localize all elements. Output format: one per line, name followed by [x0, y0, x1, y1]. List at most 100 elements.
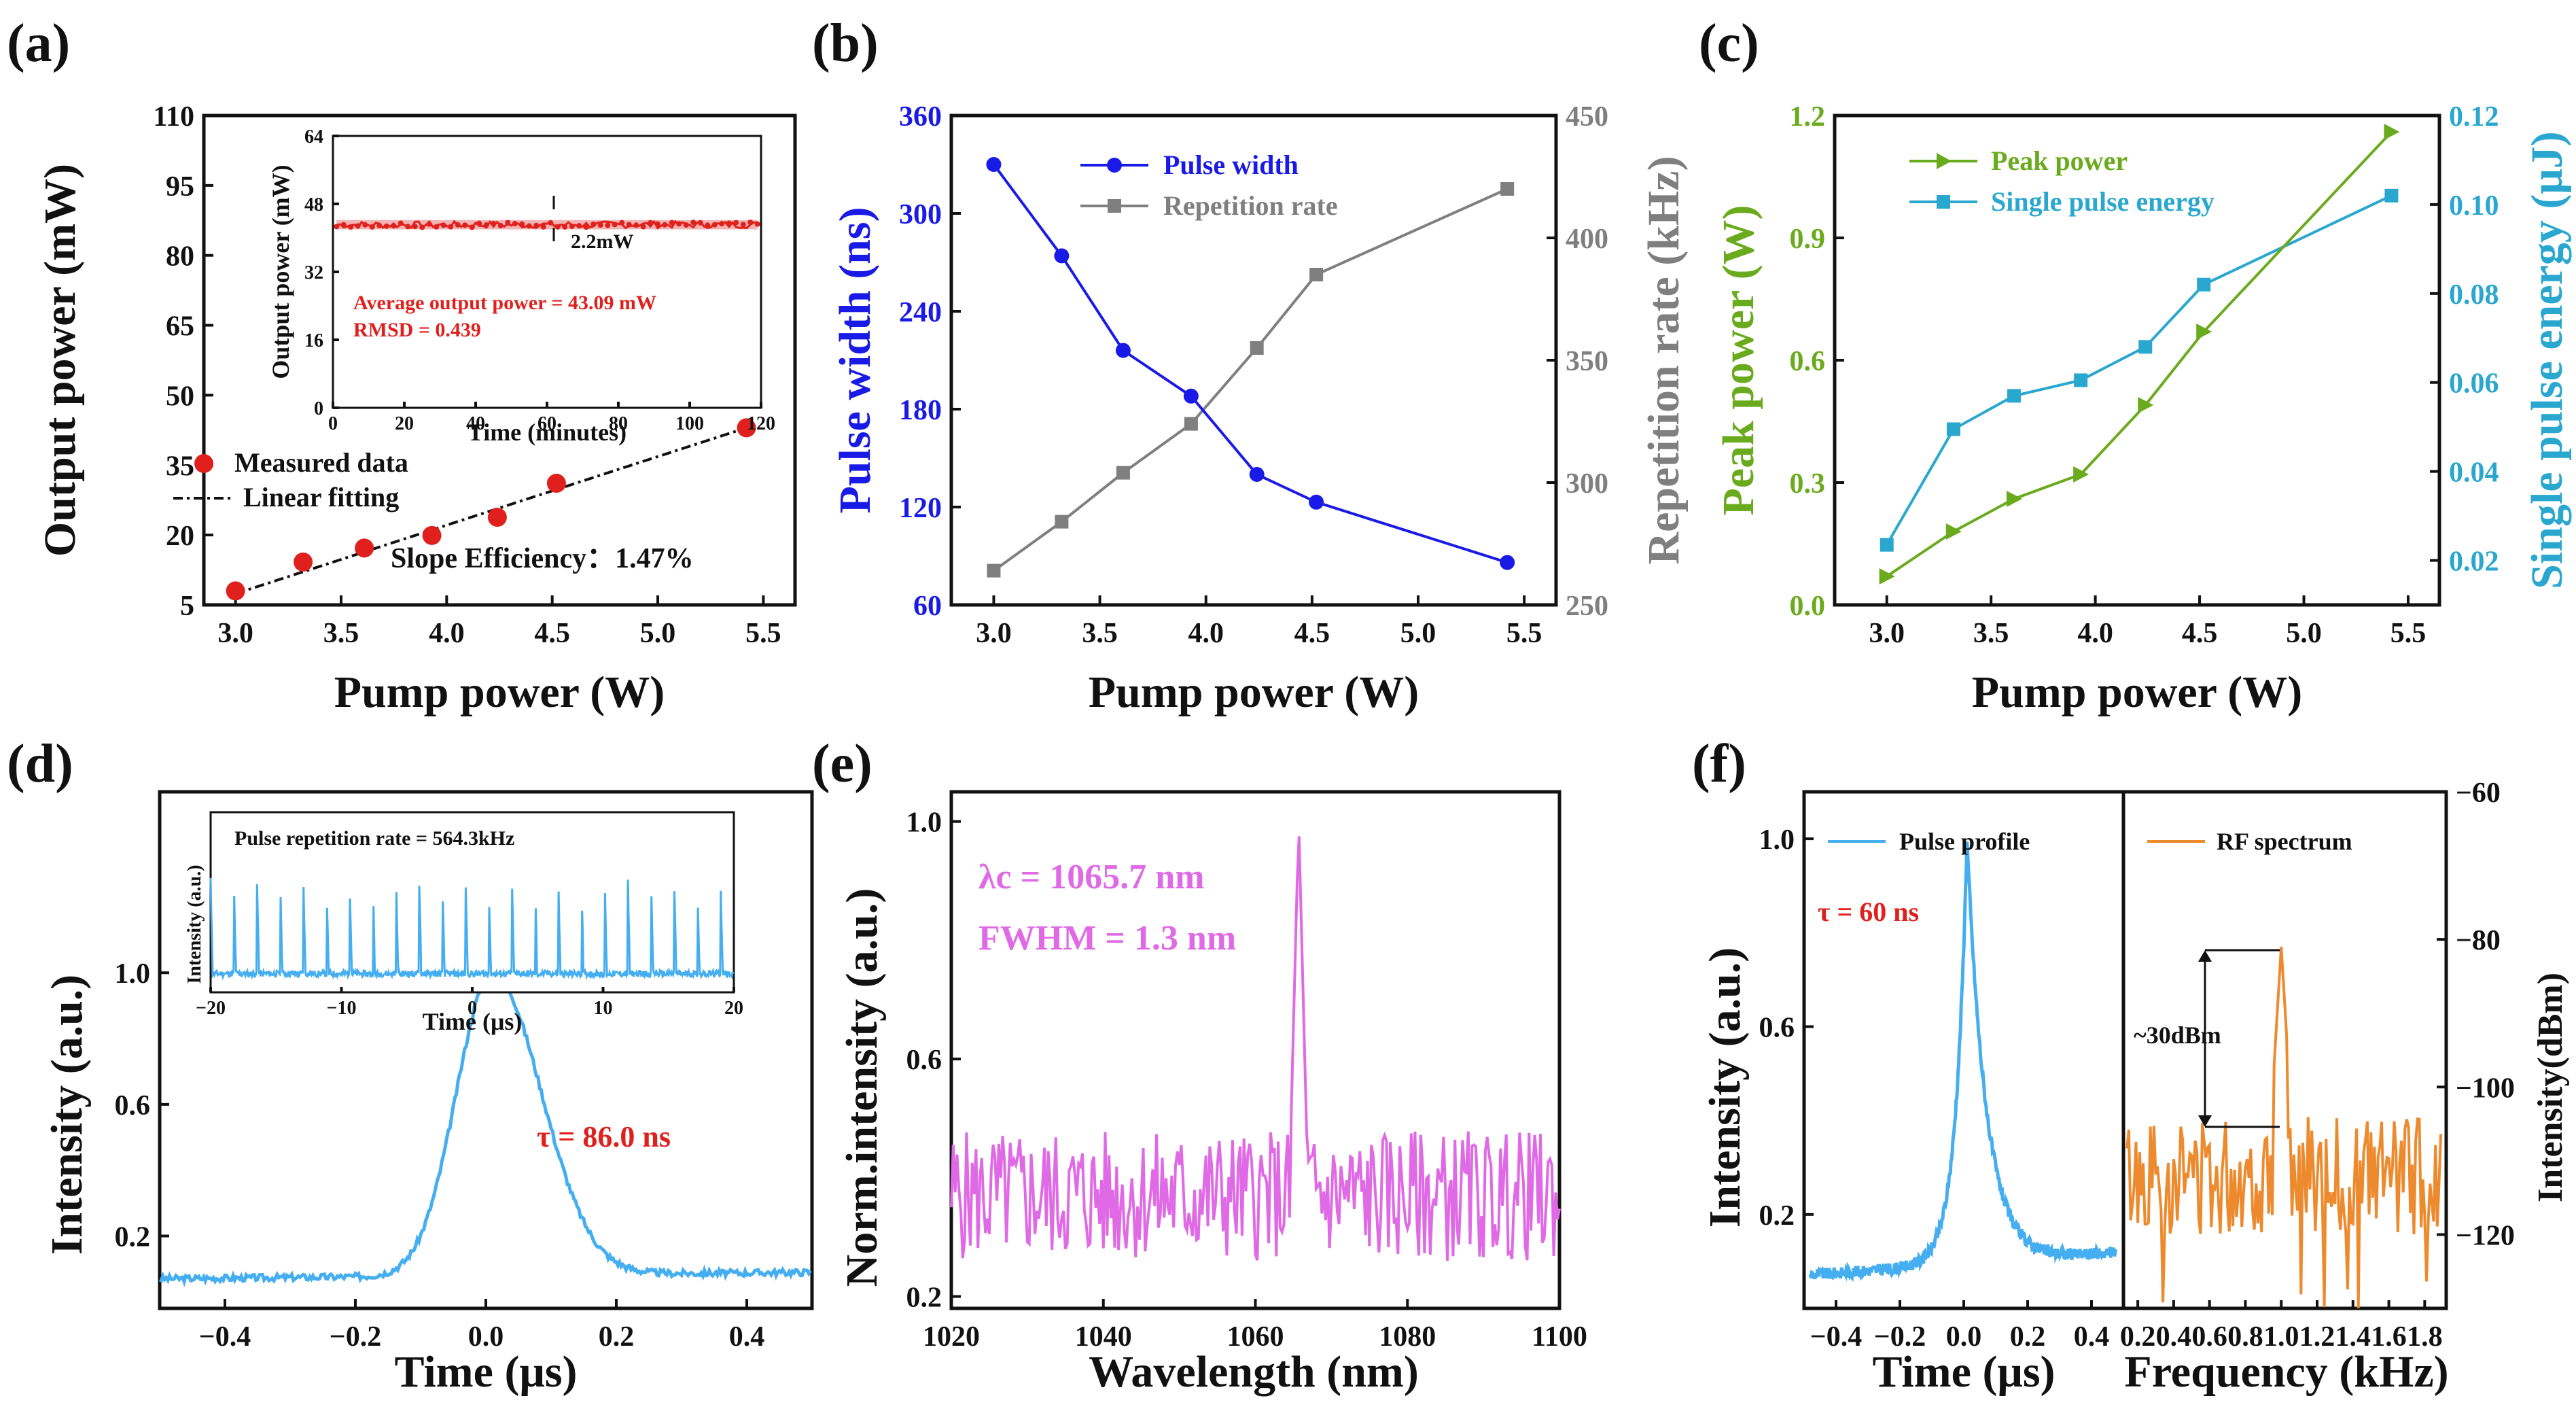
legend-b: Pulse width Repetition rate [1080, 150, 1338, 221]
peak-power-point [1945, 523, 1962, 540]
panel-label-f: (f) [1692, 734, 1746, 794]
inset-power-point [612, 222, 618, 228]
y-axis-title-e: Norm.intensity (a.u.) [837, 888, 887, 1287]
peak-power-point [2384, 124, 2400, 140]
inset-power-point [526, 223, 532, 229]
pulse-energy-line [1885, 194, 2393, 546]
e-x-tick-label: 1020 [923, 1321, 980, 1353]
c-y2-tick-label: 0.10 [2449, 190, 2499, 222]
d-y-tick-label: 1.0 [115, 958, 151, 990]
y2-axis-title-c: Single pulse energy (μJ) [2522, 131, 2572, 589]
inset-x-title-d: Time (μs) [423, 1008, 523, 1035]
pulse-energy-point [2384, 188, 2399, 203]
c-x-tick-label: 4.5 [2182, 618, 2218, 649]
slope-efficiency-label: Slope Efficiency：1.47% [391, 543, 694, 574]
inset-power-point [648, 220, 654, 226]
inset-power-point [376, 222, 383, 228]
pulse-energy-point [1880, 538, 1894, 552]
inset-power-point [405, 224, 411, 230]
x-axis-title-c: Pump power (W) [1972, 667, 2302, 717]
inset-power-point [605, 222, 611, 228]
b-y-tick-label: 180 [899, 395, 942, 426]
f-x-tick-label: −0.4 [1810, 1321, 1862, 1353]
panel-label-a: (a) [7, 14, 70, 73]
repetition-rate-point [1500, 182, 1515, 196]
peak-power-point [2073, 466, 2089, 483]
pulse-width-label-f: τ = 60 ns [1818, 896, 1919, 927]
inset-power-point [412, 224, 418, 230]
pulse-width-point [1309, 494, 1324, 510]
inset-average-label: Average output power = 43.09 mW [353, 292, 656, 314]
pulse-energy-point [2007, 389, 2021, 403]
b-y-tick-label: 300 [899, 199, 942, 230]
inset-power-point [462, 222, 468, 228]
legend-label-peak-power: Peak power [1991, 145, 2128, 176]
e-y-tick-label: 1.0 [906, 807, 942, 839]
inset-power-point [740, 222, 746, 228]
inset-frame-d [209, 811, 735, 994]
c-y2-tick-label: 0.12 [2449, 101, 2499, 133]
e-x-tick-label: 1060 [1227, 1321, 1284, 1353]
f2-x-tick-label: 0.4 [2156, 1321, 2192, 1353]
b-x-tick-label: 3.5 [1082, 618, 1118, 649]
panel-c: (c) 0.0 0.3 0.6 0.9 1.2 0.02 0.04 0.06 0.08 0.10… [1699, 14, 2572, 717]
pulse-energy-point [2074, 373, 2088, 387]
inset-d-x-tick-label: −20 [196, 998, 226, 1019]
repetition-rate-point [1184, 417, 1198, 431]
inset-power-point [683, 222, 689, 228]
repetition-rate-point [1116, 466, 1130, 480]
inset-a-y-tick-label: 32 [304, 262, 323, 283]
d-y-tick-label: 0.2 [115, 1222, 151, 1253]
repetition-rate-point [1309, 268, 1324, 281]
c-y-tick-label: 0.0 [1790, 591, 1826, 622]
inset-a-x-tick-label: 120 [747, 413, 775, 434]
fwhm-label: FWHM = 1.3 nm [978, 919, 1236, 958]
e-y-tick-label: 0.2 [906, 1283, 942, 1314]
inset-a-y-tick-label: 16 [304, 330, 323, 351]
measured-point [737, 418, 756, 438]
a-y-tick-label: 80 [166, 241, 194, 273]
inset-power-point [426, 221, 432, 227]
inset-power-point [369, 224, 375, 230]
repetition-rate-point [987, 563, 1001, 578]
a-x-tick-label: 5.5 [745, 618, 781, 649]
measured-point [226, 581, 245, 601]
inset-d-x-tick-label: 0 [467, 998, 477, 1019]
pulse-width-point [1500, 555, 1515, 570]
y-axis-title-c: Peak power (W) [1714, 205, 1763, 515]
panel-label-b: (b) [812, 14, 879, 73]
c-x-tick-label: 5.0 [2286, 618, 2322, 649]
x-axis-title-f-left: Time (μs) [1873, 1347, 2055, 1397]
f-x-tick-label: 0.2 [2010, 1321, 2046, 1353]
b-y2-tick-label: 250 [1566, 591, 1608, 622]
inset-power-point [548, 220, 554, 226]
x-axis-title-e: Wavelength (nm) [1089, 1347, 1419, 1397]
legend-marker-measured [194, 454, 213, 473]
inset-d: −20 −10 0 10 20 Time (μs) Intensity (a.u.) P… [184, 811, 743, 1035]
inset-power-point [519, 221, 525, 227]
legend-label-rep-rate: Repetition rate [1163, 190, 1338, 221]
repetition-rate-point [1055, 515, 1069, 529]
a-x-tick-label: 4.5 [534, 618, 570, 649]
inset-y-title-a: Output power (mW) [267, 164, 294, 379]
spectrum-trace-e [950, 836, 1561, 1261]
inset-power-point [705, 222, 711, 228]
inset-power-point [540, 224, 546, 230]
a-x-tick-label: 4.0 [429, 618, 465, 649]
inset-power-point [419, 224, 425, 230]
c-x-tick-label: 3.5 [1973, 618, 2009, 649]
a-y-tick-label: 65 [166, 311, 194, 343]
b-x-tick-label: 4.5 [1294, 618, 1330, 649]
inset-power-point [583, 224, 589, 230]
inset-power-point [355, 223, 361, 229]
rf-contrast-label: ~30dBm [2134, 1022, 2221, 1049]
b-x-tick-label: 3.0 [976, 618, 1012, 649]
inset-power-point [711, 222, 718, 228]
pulse-energy-point [1946, 422, 1960, 436]
pulse-width-point [1054, 248, 1070, 264]
inset-power-point [633, 222, 639, 228]
panel-label-c: (c) [1699, 14, 1759, 73]
inset-a-y-tick-label: 48 [304, 194, 323, 215]
peak-power-point [2006, 491, 2022, 507]
